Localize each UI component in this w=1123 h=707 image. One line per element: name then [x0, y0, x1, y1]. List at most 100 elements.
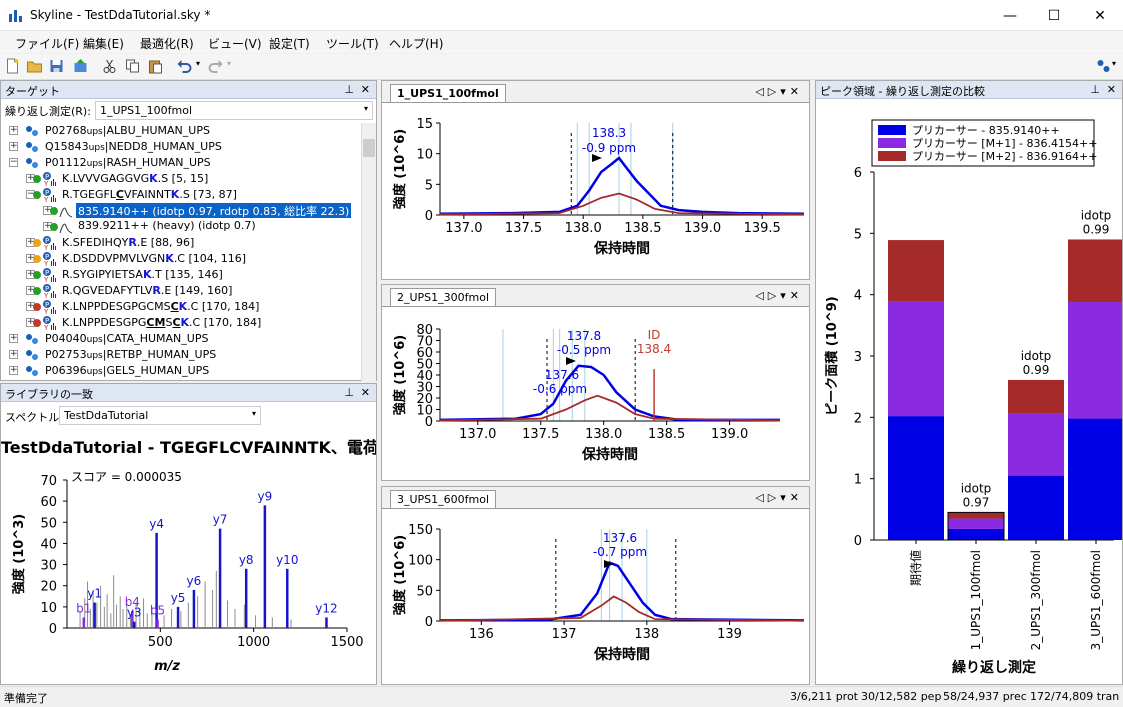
- peptide-sequence: K.DSDDVPMVLVGNK.C [104, 116]: [62, 252, 246, 265]
- save-icon[interactable]: [48, 58, 65, 74]
- peak-status-dot-icon: [33, 271, 41, 279]
- x-tick-label: 1_UPS1_100fmol: [969, 550, 983, 650]
- peak-status-dot-icon: [33, 319, 41, 327]
- seq-modified: CM: [146, 316, 166, 329]
- maximize-button[interactable]: ☐: [1047, 7, 1061, 24]
- open-folder-icon[interactable]: [26, 58, 43, 74]
- expand-toggle-icon[interactable]: +: [9, 125, 18, 135]
- chromatogram-chart-3: 136 137 138 139 0 50 100 150 保持時間 強度 (10^6) 137.6-…: [392, 523, 805, 663]
- menu-help[interactable]: ヘルプ(H): [389, 37, 444, 51]
- expand-toggle-icon[interactable]: +: [9, 349, 18, 359]
- publish-icon[interactable]: [72, 58, 89, 74]
- integrate-all-icon[interactable]: [1095, 58, 1112, 74]
- y-tick-label: 50: [40, 516, 57, 531]
- apex-ppm-label: -0.5 ppm: [557, 343, 611, 357]
- status-prot: 3/6,211 prot: [790, 690, 858, 703]
- menu-file[interactable]: ファイル(F): [15, 37, 80, 51]
- tab-1-ups1-100fmol[interactable]: 1_UPS1_100fmol: [390, 84, 506, 102]
- expand-toggle-icon[interactable]: +: [9, 141, 18, 151]
- pin-icon[interactable]: ⊥: [344, 386, 354, 399]
- status-prec: 58/24,937 prec: [943, 690, 1027, 703]
- cut-icon[interactable]: [101, 58, 118, 74]
- protein-name: |CATA_HUMAN_UPS: [102, 332, 209, 345]
- svg-text:P: P: [45, 237, 49, 245]
- tree-scrollbar[interactable]: [361, 123, 376, 381]
- peak-pane-title: ピーク領域 - 繰り返し測定の比較: [820, 85, 985, 98]
- y-axis-label: 強度 (10^6): [392, 129, 408, 209]
- redo-dropdown-icon[interactable]: ▾: [227, 59, 232, 68]
- undo-icon[interactable]: [176, 58, 193, 74]
- integrate-dropdown-icon[interactable]: ▾: [1112, 59, 1117, 68]
- tab-2-ups1-300fmol[interactable]: 2_UPS1_300fmol: [390, 288, 497, 306]
- precursor-trace: [439, 156, 805, 216]
- close-icon[interactable]: ✕: [360, 386, 370, 399]
- menu-tools[interactable]: ツール(T): [326, 37, 379, 51]
- svg-text:P: P: [45, 269, 49, 277]
- peptide-sequence: R.TGEGFLCVFAINNTK.S [73, 87]: [62, 188, 237, 201]
- y-tick-label: 30: [416, 381, 433, 396]
- protein-db-tag: ups: [86, 335, 103, 345]
- svg-text:P: P: [45, 189, 49, 197]
- y-axis-label: ピーク面積 (10^9): [824, 296, 840, 415]
- replicate-select[interactable]: 1_UPS1_100fmol ▾: [95, 101, 373, 120]
- close-icon[interactable]: ✕: [360, 83, 370, 96]
- menu-edit[interactable]: 編集(E): [83, 37, 124, 51]
- tab-3-ups1-600fmol[interactable]: 3_UPS1_600fmol: [390, 490, 497, 508]
- undo-dropdown-icon[interactable]: ▾: [196, 59, 201, 68]
- menu-optimize[interactable]: 最適化(R): [140, 37, 194, 51]
- chrom-nav-buttons[interactable]: ◁▷▾✕: [755, 491, 803, 504]
- bar-segment: [1008, 413, 1064, 476]
- redo-icon[interactable]: [207, 58, 224, 74]
- expand-toggle-icon[interactable]: +: [9, 333, 18, 343]
- status-ready: 準備完了: [4, 692, 48, 705]
- paste-icon[interactable]: [147, 58, 164, 74]
- seq-part: R.QGVEDAFYTLV: [62, 284, 153, 297]
- y-axis-label: 強度 (10^6): [392, 535, 408, 615]
- spectrum-select[interactable]: TestDdaTutorial ▾: [59, 406, 261, 425]
- close-icon[interactable]: ✕: [1106, 83, 1116, 96]
- menu-settings[interactable]: 設定(T): [269, 37, 310, 51]
- seq-cleavage: K: [142, 268, 152, 281]
- expand-toggle-icon[interactable]: +: [9, 365, 18, 375]
- apex-arrow-icon: [566, 357, 576, 365]
- x-axis-label: 保持時間: [593, 646, 650, 663]
- ion-label-y6: y6: [187, 574, 202, 588]
- precursor-label: 835.9140++ (idotp 0.97, rdotp 0.83, 総比率 …: [76, 203, 352, 218]
- x-tick-label: 138: [634, 627, 659, 642]
- svg-text:Y: Y: [43, 180, 49, 187]
- ion-label-y9: y9: [257, 489, 272, 503]
- y-tick-label: 30: [40, 559, 57, 574]
- ion-label-y7: y7: [213, 513, 228, 527]
- bar-segment: [1008, 379, 1064, 414]
- minimize-button[interactable]: —: [1003, 7, 1017, 24]
- pin-icon[interactable]: ⊥: [344, 83, 354, 96]
- seq-range: .S [5, 15]: [157, 172, 209, 185]
- protein-accession: P06396: [45, 364, 87, 377]
- protein-db-tag: ups: [86, 351, 103, 361]
- x-tick-label: 139.0: [711, 427, 748, 442]
- tree-scroll-thumb[interactable]: [363, 139, 375, 157]
- skyline-logo-icon: [9, 10, 22, 22]
- id-rt-label: 138.4: [637, 342, 671, 356]
- pin-icon[interactable]: ⊥: [1090, 83, 1100, 96]
- menu-view[interactable]: ビュー(V): [208, 37, 262, 51]
- x-tick-label: 136: [469, 627, 494, 642]
- targets-pane: ターゲット ⊥ ✕ 繰り返し測定(R): 1_UPS1_100fmol ▾ + P…: [0, 80, 377, 381]
- chrom-pane-1: 1_UPS1_100fmol ◁▷▾✕ 137.0 137.5 138.0 138.5…: [381, 80, 810, 280]
- x-axis-label: 保持時間: [581, 446, 638, 463]
- chrom-nav-buttons[interactable]: ◁▷▾✕: [755, 85, 803, 98]
- new-file-icon[interactable]: [4, 58, 21, 74]
- close-window-button[interactable]: ✕: [1094, 7, 1106, 24]
- bar-segment: [1068, 239, 1122, 303]
- peak-area-pane: ピーク領域 - 繰り返し測定の比較 ⊥ ✕ プリカーサー - 835.9140+…: [815, 80, 1123, 685]
- copy-icon[interactable]: [124, 58, 141, 74]
- precursor-icon: [59, 220, 73, 234]
- seq-part: K.LVVVGAGGVG: [62, 172, 150, 185]
- chrom-nav-buttons[interactable]: ◁▷▾✕: [755, 289, 803, 302]
- expand-toggle-icon[interactable]: −: [9, 157, 18, 167]
